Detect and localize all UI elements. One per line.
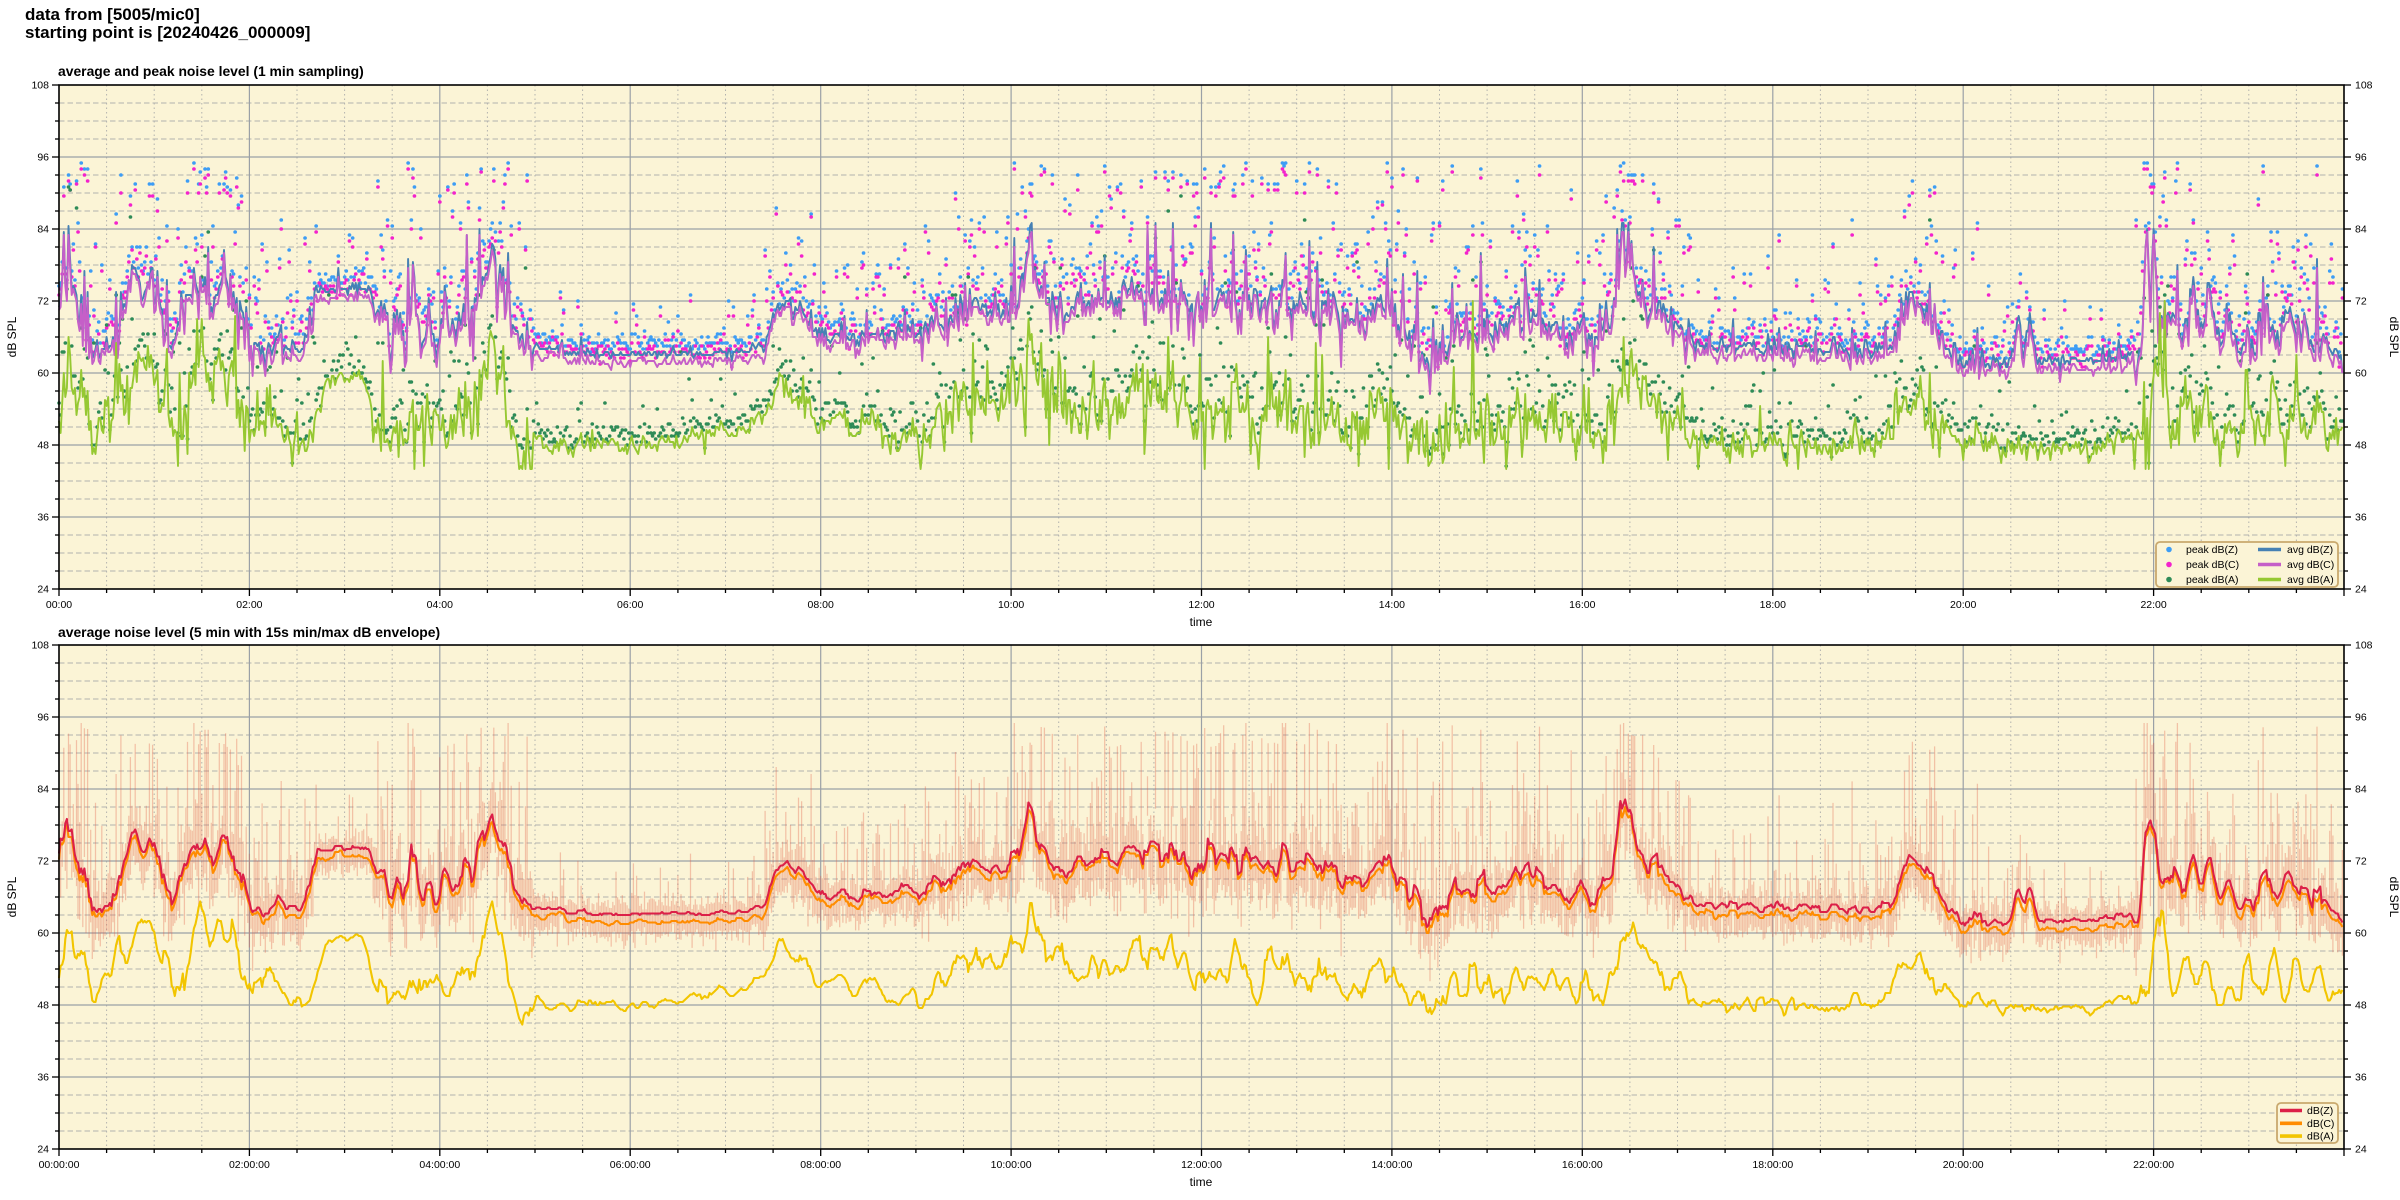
- svg-text:14:00: 14:00: [1379, 599, 1405, 611]
- svg-text:22:00:00: 22:00:00: [2133, 1159, 2174, 1171]
- svg-text:02:00:00: 02:00:00: [229, 1159, 270, 1171]
- svg-text:10:00: 10:00: [998, 599, 1024, 611]
- svg-text:06:00: 06:00: [617, 599, 643, 611]
- svg-text:14:00:00: 14:00:00: [1371, 1159, 1412, 1171]
- svg-text:48: 48: [2355, 1000, 2367, 1012]
- svg-text:20:00:00: 20:00:00: [1943, 1159, 1984, 1171]
- svg-text:dB SPL: dB SPL: [5, 876, 19, 917]
- svg-text:96: 96: [37, 152, 49, 164]
- svg-text:60: 60: [2355, 928, 2367, 940]
- svg-text:08:00:00: 08:00:00: [800, 1159, 841, 1171]
- svg-text:peak dB(Z): peak dB(Z): [2186, 544, 2238, 556]
- svg-text:96: 96: [2355, 712, 2367, 724]
- svg-text:84: 84: [2355, 224, 2367, 236]
- svg-text:peak dB(C): peak dB(C): [2186, 559, 2239, 571]
- svg-text:00:00: 00:00: [46, 599, 72, 611]
- svg-text:time: time: [1190, 615, 1213, 629]
- svg-text:96: 96: [2355, 152, 2367, 164]
- svg-text:36: 36: [2355, 512, 2367, 524]
- svg-text:24: 24: [2355, 584, 2367, 596]
- svg-text:24: 24: [2355, 1144, 2367, 1156]
- svg-text:72: 72: [2355, 296, 2367, 308]
- svg-text:36: 36: [37, 1072, 49, 1084]
- svg-text:48: 48: [37, 440, 49, 452]
- svg-text:60: 60: [37, 368, 49, 380]
- svg-text:60: 60: [2355, 368, 2367, 380]
- svg-text:dB(A): dB(A): [2307, 1131, 2334, 1143]
- svg-text:72: 72: [37, 856, 49, 868]
- svg-text:18:00:00: 18:00:00: [1752, 1159, 1793, 1171]
- svg-text:12:00:00: 12:00:00: [1181, 1159, 1222, 1171]
- svg-text:72: 72: [37, 296, 49, 308]
- svg-text:02:00: 02:00: [236, 599, 262, 611]
- svg-text:18:00: 18:00: [1760, 599, 1786, 611]
- svg-text:16:00: 16:00: [1569, 599, 1595, 611]
- svg-text:48: 48: [37, 1000, 49, 1012]
- svg-text:10:00:00: 10:00:00: [991, 1159, 1032, 1171]
- svg-text:avg dB(Z): avg dB(Z): [2287, 544, 2333, 556]
- svg-text:84: 84: [37, 784, 49, 796]
- svg-text:time: time: [1190, 1175, 1213, 1189]
- svg-text:04:00:00: 04:00:00: [419, 1159, 460, 1171]
- svg-text:20:00: 20:00: [1950, 599, 1976, 611]
- svg-text:24: 24: [37, 1144, 49, 1156]
- svg-text:avg dB(A): avg dB(A): [2287, 574, 2334, 586]
- svg-text:48: 48: [2355, 440, 2367, 452]
- svg-text:dB SPL: dB SPL: [2387, 877, 2400, 918]
- svg-text:04:00: 04:00: [427, 599, 453, 611]
- svg-text:84: 84: [37, 224, 49, 236]
- svg-text:dB SPL: dB SPL: [2387, 317, 2400, 358]
- svg-text:24: 24: [37, 584, 49, 596]
- svg-text:average and peak noise level (: average and peak noise level (1 min samp…: [58, 63, 364, 79]
- svg-text:06:00:00: 06:00:00: [610, 1159, 651, 1171]
- svg-text:08:00: 08:00: [808, 599, 834, 611]
- svg-text:60: 60: [37, 928, 49, 940]
- svg-text:72: 72: [2355, 856, 2367, 868]
- svg-text:108: 108: [31, 80, 49, 92]
- svg-text:peak dB(A): peak dB(A): [2186, 574, 2239, 586]
- svg-text:12:00: 12:00: [1188, 599, 1214, 611]
- svg-text:22:00: 22:00: [2140, 599, 2166, 611]
- svg-text:108: 108: [2355, 640, 2373, 652]
- svg-text:dB SPL: dB SPL: [5, 316, 19, 357]
- svg-text:108: 108: [31, 640, 49, 652]
- svg-text:avg dB(C): avg dB(C): [2287, 559, 2334, 571]
- svg-text:dB(Z): dB(Z): [2307, 1105, 2333, 1117]
- svg-text:96: 96: [37, 712, 49, 724]
- svg-text:16:00:00: 16:00:00: [1562, 1159, 1603, 1171]
- svg-text:36: 36: [37, 512, 49, 524]
- svg-text:average noise level (5 min wit: average noise level (5 min with 15s min/…: [58, 624, 440, 640]
- svg-text:00:00:00: 00:00:00: [39, 1159, 80, 1171]
- svg-text:108: 108: [2355, 80, 2373, 92]
- svg-text:dB(C): dB(C): [2307, 1118, 2334, 1130]
- svg-text:36: 36: [2355, 1072, 2367, 1084]
- svg-text:84: 84: [2355, 784, 2367, 796]
